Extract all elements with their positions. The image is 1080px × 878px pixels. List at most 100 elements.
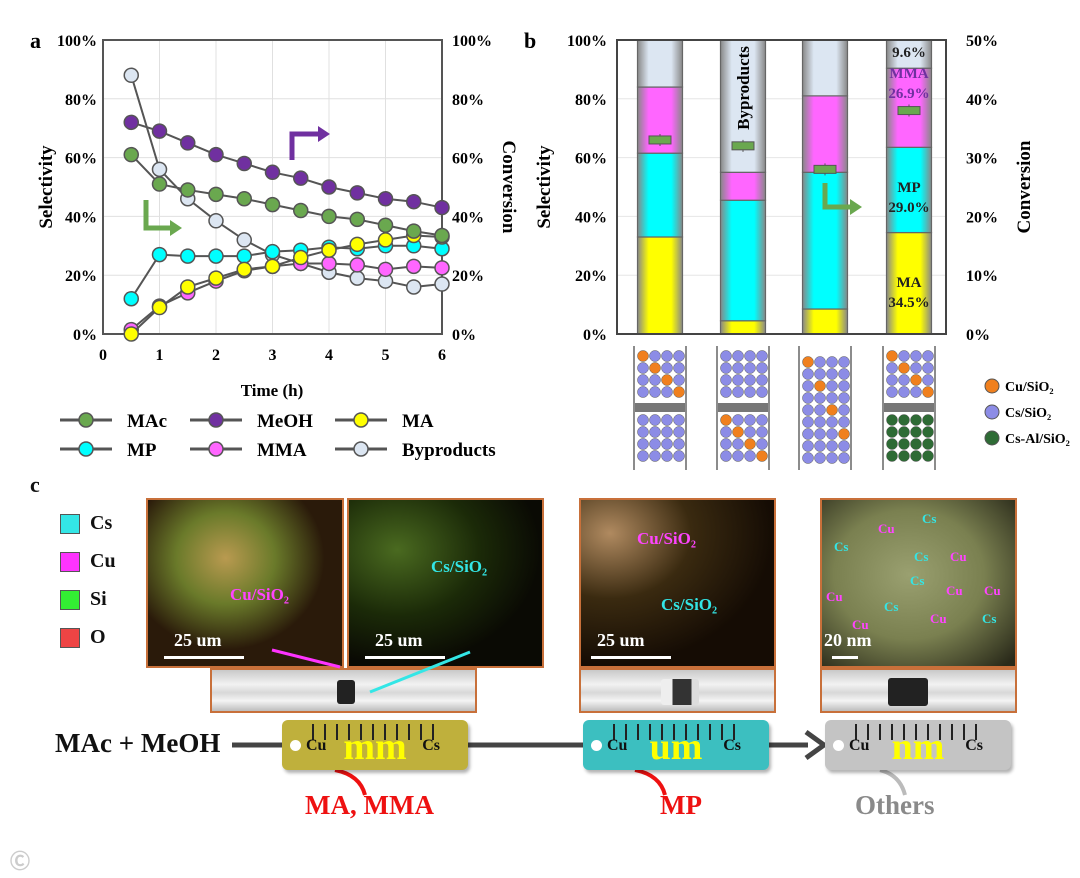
cs-particle [649,450,661,462]
conversion-marker [813,164,837,174]
element-legend-item: Cs [60,512,112,535]
scale-tag-nm: Cu nm Cs [825,720,1011,770]
data-point-byproducts [434,276,450,292]
y2-tick-label: 0% [452,327,476,344]
y-tick-label: 60% [575,151,607,168]
cs-particle [744,414,756,426]
cu-particle [910,374,922,386]
cs-particle [661,362,673,374]
y-tick-label: 60% [65,151,97,168]
tag-hole [290,740,301,751]
y2-tick-label: 10% [966,268,998,285]
cs-particle [802,392,814,404]
cs-particle [802,368,814,380]
cu-label: Cu [852,617,869,632]
panel-label-c: c [30,472,40,497]
data-point-ma [349,236,365,253]
y-tick-label: 100% [57,33,97,50]
cs-particle [732,350,744,362]
cs-particle [720,438,732,450]
cs-particle [756,350,768,362]
scale-label: 20 nm [824,630,872,650]
bar-segment-ma [801,308,849,335]
cs-particle [732,374,744,386]
reactor-photo-nm [820,668,1017,713]
data-point-mma [377,261,394,278]
data-point-ma [208,270,224,286]
cs-particle [826,452,838,464]
data-point-byproducts [349,270,365,286]
cs-label: Cs [834,539,849,554]
cs-particle [732,362,744,374]
cs-al-particle [898,426,910,438]
x-tick-label: 6 [438,347,446,364]
data-point-mp [151,246,168,263]
arrowhead [318,126,330,142]
product-label: Others [855,790,935,820]
y2-axis-title: Conversion [498,141,519,234]
y-tick-label: 0% [583,327,607,344]
element-legend-item: Cu [60,550,116,573]
y2-tick-label: 20% [966,209,998,226]
cu-label: Cu [306,737,327,754]
y-tick-label: 0% [73,327,97,344]
cs-al-particle [922,450,934,462]
cs-particle [637,426,649,438]
data-point-ma [123,326,139,342]
legend-marker [78,441,94,457]
product-arrow [879,768,907,796]
cu-label: Cu [950,549,967,564]
bar-segment-mp [719,199,767,322]
cs-al-particle [922,438,934,450]
bar-annotation: 26.9% [888,86,929,102]
cs-particle [898,386,910,398]
cs-particle [744,450,756,462]
cs-particle [756,414,768,426]
label-cs-sio2: Cs/SiO₂ [661,595,718,614]
legend-label: Cs [90,512,113,534]
cu-particle [756,450,768,462]
data-point-mac [264,196,281,213]
data-point-meoh [293,170,309,186]
product-label: MP [660,790,702,820]
x-tick-label: 4 [325,347,333,364]
legend-label: MMA [257,440,307,461]
data-point-byproducts [406,279,422,295]
ruler-ticks [312,724,438,740]
label-cu-sio2: Cu/SiO₂ [637,529,696,548]
product-label: MA, MMA [305,790,434,820]
cs-particle [649,438,661,450]
legend-label: MAc [127,411,167,432]
legend-label: MP [127,440,157,461]
cs-particle [720,386,732,398]
cs-particle [838,368,850,380]
ruler-ticks [613,724,739,740]
cs-particle [922,350,934,362]
x-tick-label: 2 [212,347,220,364]
cs-particle [720,426,732,438]
data-point-mp [180,248,196,264]
cu-particle [673,386,685,398]
data-point-meoh [264,164,281,181]
cs-particle [814,428,826,440]
cs-particle [649,414,661,426]
data-point-mac [321,208,337,225]
cs-particle [838,452,850,464]
conversion-marker [648,135,672,145]
cu-particle [826,404,838,416]
legend-marker [984,378,1000,394]
cs-particle [826,416,838,428]
cs-particle [910,386,922,398]
cs-label: Cs [723,737,741,754]
size-unit: mm [343,726,407,768]
bar-segment-byproducts [719,39,767,173]
y2-tick-label: 40% [452,209,484,226]
legend-marker [353,412,369,428]
conversion-marker [897,106,921,116]
color-swatch [60,589,80,610]
legend-marker [78,412,94,428]
conversion-axis-arrow [143,200,172,231]
cs-label: Cs [910,573,925,588]
panel-b-chart: 0% 0% 20% 10% 40% 20% 60% 30% 80% 40% 100% 50% Selec… [534,33,1070,470]
bar-segment-mma [801,95,849,173]
